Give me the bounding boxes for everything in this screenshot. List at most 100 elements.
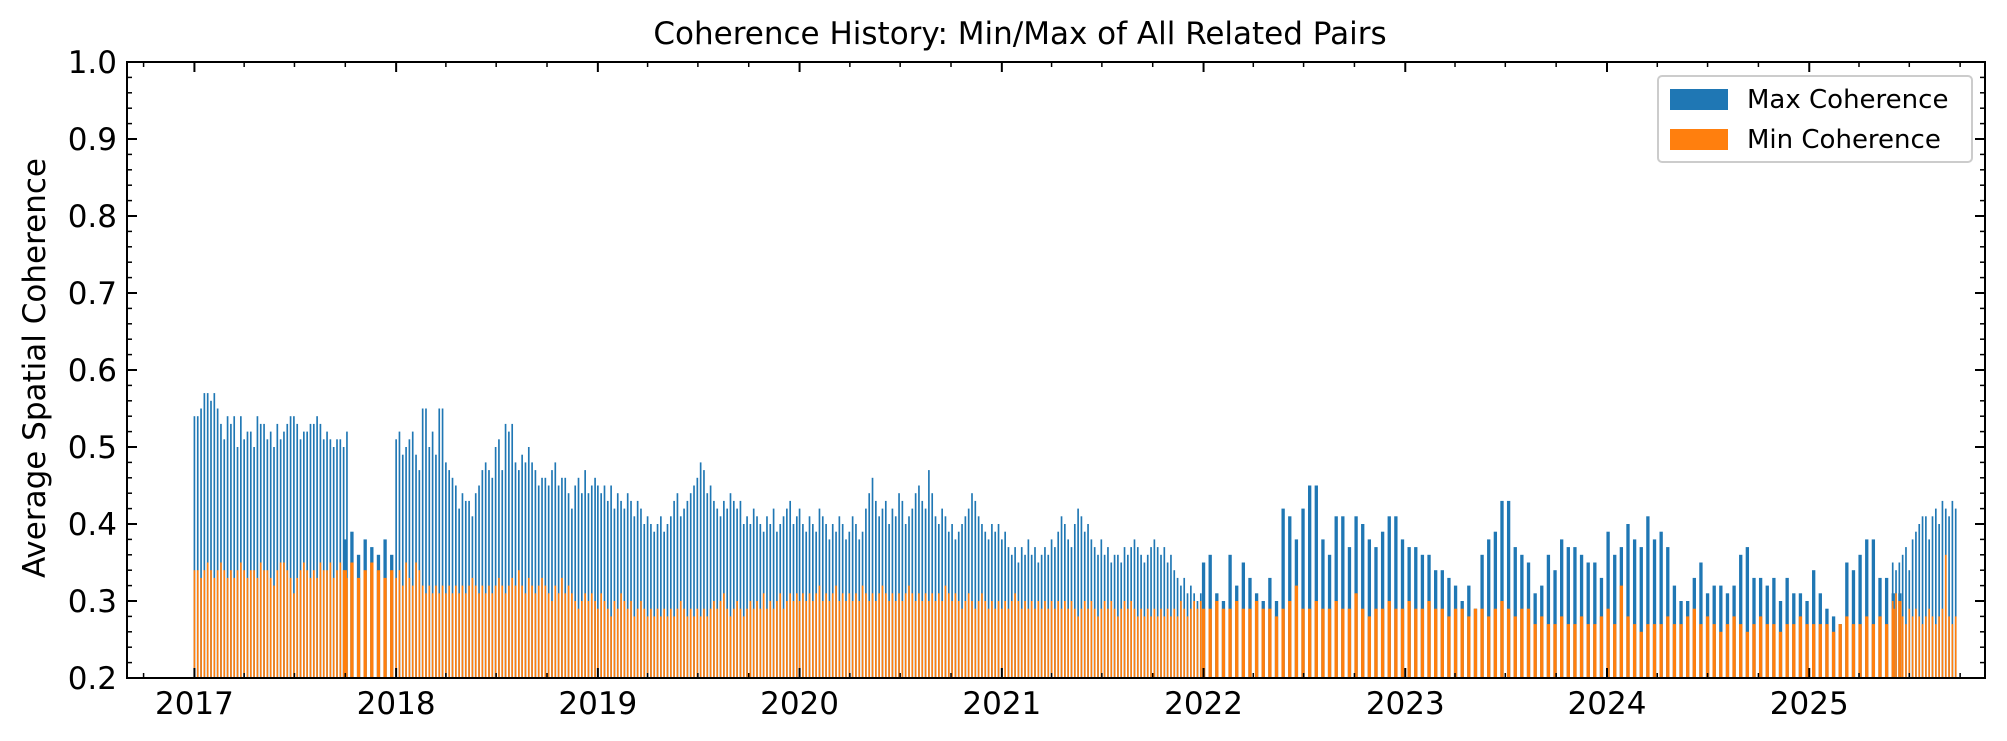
min-coherence-bar xyxy=(1908,608,1911,678)
min-coherence-bar xyxy=(259,562,262,678)
min-coherence-bar xyxy=(441,585,444,678)
min-coherence-bar xyxy=(660,616,662,678)
min-coherence-bar xyxy=(421,585,424,678)
max-coherence-bar xyxy=(243,439,245,678)
min-coherence-bar xyxy=(1093,608,1096,678)
min-coherence-bar xyxy=(1831,631,1836,678)
min-coherence-bar xyxy=(398,570,401,678)
max-coherence-bar xyxy=(1546,554,1551,678)
min-coherence-bar xyxy=(1858,624,1862,678)
min-coherence-bar xyxy=(855,593,857,678)
min-coherence-bar xyxy=(501,585,504,678)
max-coherence-bar xyxy=(686,500,689,678)
min-coherence-bar xyxy=(1513,616,1517,678)
min-coherence-bar xyxy=(1057,601,1060,678)
min-coherence-bar xyxy=(1566,624,1570,678)
min-coherence-bar xyxy=(1825,624,1829,678)
max-coherence-bar xyxy=(438,408,441,678)
max-coherence-bar xyxy=(789,500,792,678)
min-coherence-bar xyxy=(590,593,593,678)
min-coherence-bar xyxy=(1361,608,1365,678)
max-coherence-bar xyxy=(706,493,709,678)
min-coherence-bar xyxy=(1440,608,1444,678)
max-coherence-bar xyxy=(640,508,642,678)
min-coherence-bar xyxy=(1745,631,1750,678)
min-coherence-bar xyxy=(1593,624,1597,678)
min-coherence-bar xyxy=(1785,624,1789,678)
min-coherence-bar xyxy=(322,570,325,678)
max-coherence-bar xyxy=(306,431,308,678)
max-coherence-bar xyxy=(719,516,722,678)
min-coherence-bar xyxy=(1117,616,1119,678)
min-coherence-bar xyxy=(1460,608,1464,678)
max-coherence-bar xyxy=(1513,547,1517,678)
min-coherence-bar xyxy=(709,608,712,678)
max-coherence-bar xyxy=(498,439,500,678)
max-coherence-bar xyxy=(448,470,451,678)
min-coherence-bar xyxy=(1679,624,1683,678)
min-coherence-bar xyxy=(812,601,814,678)
max-coherence-bar xyxy=(752,508,755,678)
min-coherence-bar xyxy=(792,601,795,678)
max-coherence-bar xyxy=(1314,485,1318,678)
min-coherence-bar xyxy=(1254,601,1259,678)
max-coherence-bar xyxy=(620,500,622,678)
min-coherence-bar xyxy=(1040,608,1043,678)
min-coherence-bar xyxy=(951,601,953,678)
min-coherence-bar xyxy=(676,608,679,678)
min-coherence-bar xyxy=(808,593,811,678)
min-coherence-bar xyxy=(984,601,987,678)
max-coherence-bar xyxy=(408,439,411,678)
min-coherence-bar xyxy=(653,616,656,678)
min-coherence-bar xyxy=(471,577,474,678)
min-coherence-bar xyxy=(1120,608,1123,678)
max-coherence-bar xyxy=(193,416,196,678)
min-coherence-bar xyxy=(851,601,854,678)
max-coherence-bar xyxy=(1858,554,1862,678)
y-tick-label: 0.7 xyxy=(68,276,117,312)
min-coherence-bar xyxy=(1180,601,1182,678)
max-coherence-bar xyxy=(283,431,285,678)
max-coherence-bar xyxy=(303,431,305,678)
min-coherence-bar xyxy=(363,570,367,678)
max-coherence-bar xyxy=(246,431,249,678)
min-coherence-bar xyxy=(646,616,649,678)
max-coherence-bar xyxy=(643,524,646,678)
min-coherence-bar xyxy=(726,608,729,678)
min-coherence-bar xyxy=(1586,624,1590,678)
min-coherence-bar xyxy=(484,593,487,678)
min-coherence-bar xyxy=(561,577,563,678)
min-coherence-bar xyxy=(749,601,752,678)
min-coherence-bar xyxy=(233,577,236,678)
min-coherence-bar xyxy=(845,601,847,678)
min-coherence-bar xyxy=(1387,601,1391,678)
min-coherence-bar xyxy=(723,593,725,678)
min-coherence-bar xyxy=(1579,616,1584,678)
min-coherence-bar xyxy=(1951,624,1954,678)
min-coherence-bar xyxy=(1878,616,1882,678)
min-coherence-bar xyxy=(1918,616,1921,678)
min-coherence-bar xyxy=(1186,616,1189,678)
min-coherence-bar xyxy=(329,562,332,678)
min-coherence-bar xyxy=(1632,624,1637,678)
min-coherence-bar xyxy=(719,601,722,678)
min-coherence-bar xyxy=(798,601,801,678)
min-coherence-bar xyxy=(1107,608,1109,678)
x-axis-ticks: 2017 2018 2019 2020 2021 2022 2023 2024 2025 xyxy=(142,62,1961,722)
min-coherence-bar xyxy=(405,562,407,678)
max-coherence-bar xyxy=(1921,516,1924,678)
min-coherence-bar xyxy=(240,562,242,678)
min-coherence-bar xyxy=(633,616,636,678)
max-coherence-bar xyxy=(1586,562,1590,678)
min-coherence-bar xyxy=(1560,616,1564,678)
max-coherence-bar xyxy=(1739,554,1743,678)
min-coherence-bar xyxy=(1027,608,1030,678)
min-coherence-bar xyxy=(1928,608,1931,678)
min-coherence-bar xyxy=(1190,608,1192,678)
min-coherence-bar xyxy=(303,562,305,678)
max-coherence-bar xyxy=(276,423,279,678)
min-coherence-bar xyxy=(779,593,782,678)
max-coherence-bar xyxy=(395,439,397,678)
max-coherence-bar xyxy=(726,508,729,678)
min-coherence-bar xyxy=(1170,616,1172,678)
